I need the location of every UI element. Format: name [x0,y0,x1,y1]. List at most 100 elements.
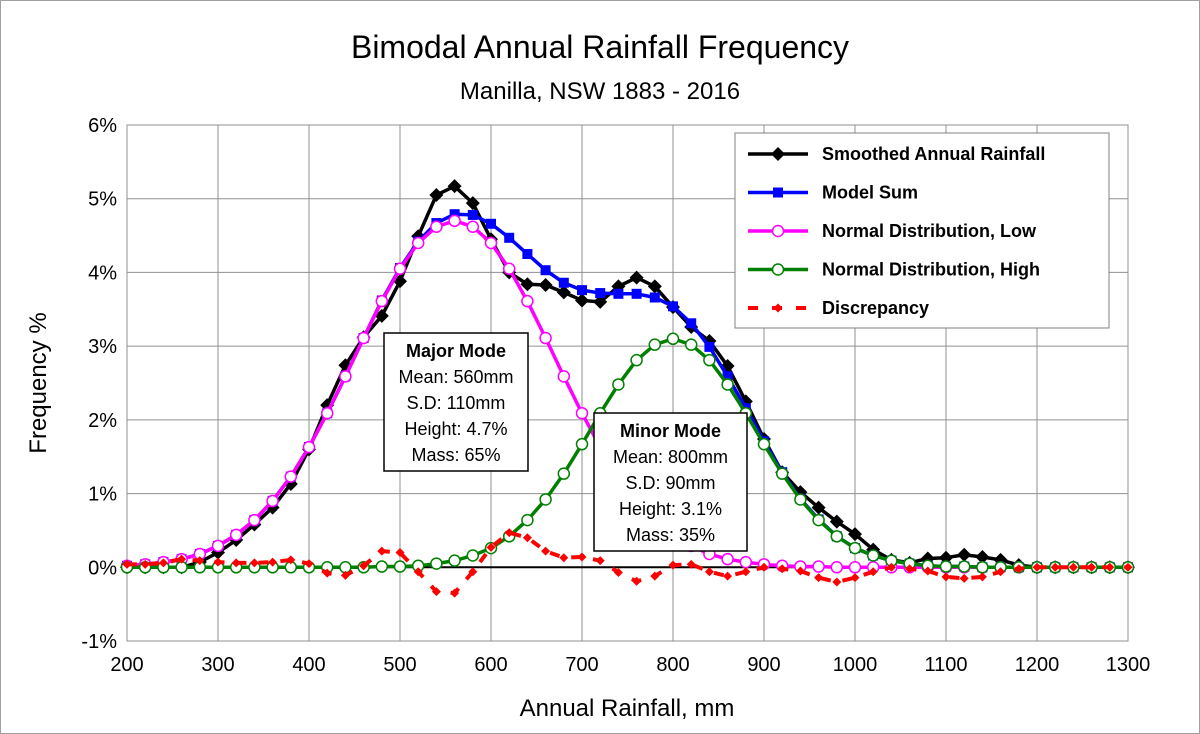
annotation-title: Major Mode [406,341,506,361]
data-point-square [558,277,569,288]
data-point-diamond [868,567,878,577]
data-point-diamond [848,527,862,542]
data-point-circle [794,493,807,506]
data-point-circle [521,513,534,527]
data-point-diamond [468,567,478,577]
annotation-box-major-mode: Major Mode Mean: 560mm S.D: 110mm Height: 4… [383,332,529,472]
data-point-circle [721,378,734,391]
x-tick-label: 900 [747,654,780,676]
data-point-diamond [741,567,751,577]
data-point-square [595,288,606,299]
annotation-line: Height: 4.7% [404,419,507,439]
annotations: Major Mode Mean: 560mm S.D: 110mm Height: 4… [383,332,748,552]
data-point-diamond [1050,562,1060,572]
data-point-diamond [268,557,278,567]
data-point-diamond [905,564,915,574]
x-tick-label: 800 [656,654,689,676]
data-point-diamond [1105,562,1115,572]
data-point-diamond [723,571,733,581]
annotation-line: Mass: 65% [411,445,500,465]
data-point-square [722,371,733,382]
y-tick-label: 3% [88,336,117,358]
data-point-circle [557,370,571,383]
data-point-diamond [575,293,589,308]
data-point-circle [466,549,480,562]
data-point-diamond [429,188,444,203]
data-point-diamond [977,572,987,582]
y-tick-label: 4% [88,262,117,284]
data-point-diamond [395,548,405,558]
data-point-diamond [886,562,896,572]
data-point-circle [575,437,589,451]
data-point-diamond [975,549,990,564]
data-point-diamond [832,577,842,587]
annotation-box-minor-mode: Minor Mode Mean: 800mm S.D: 90mm Height: 3.… [593,412,748,552]
data-point-diamond [1068,562,1078,572]
legend: Smoothed Annual Rainfall Model Sum Normal … [734,132,1110,329]
data-point-circle [448,214,461,228]
data-point-diamond [629,270,644,285]
data-point-diamond [613,567,623,577]
data-point-diamond [140,559,150,569]
data-point-diamond [541,546,551,556]
data-point-circle [866,549,880,562]
data-point-diamond [777,564,787,574]
data-point-square [773,187,783,198]
data-point-diamond [249,558,259,568]
data-point-square [668,301,678,312]
data-point-circle [666,332,680,346]
data-point-circle [539,493,552,506]
annotation-line: Height: 3.1% [619,499,722,519]
x-tick-label: 700 [565,654,598,676]
data-point-square [540,265,551,276]
data-point-diamond [632,576,642,586]
data-point-diamond [957,547,972,562]
legend-label: Discrepancy [822,298,929,318]
data-point-circle [830,530,844,543]
data-point-circle [684,338,698,351]
data-point-diamond [520,277,535,292]
series-group [120,179,1135,598]
data-point-diamond [340,570,350,580]
data-point-diamond [522,533,532,543]
data-point-diamond [759,562,769,572]
y-tick-label: 6% [88,115,117,137]
y-tick-label: -1% [81,631,117,653]
data-point-diamond [704,567,714,577]
data-point-circle [393,262,407,275]
x-tick-label: 600 [474,654,507,676]
data-point-diamond [941,572,951,582]
data-point-circle [484,236,498,250]
series-discrepancy [122,528,1133,598]
legend-item: Discrepancy [748,298,929,318]
data-point-diamond [465,196,480,211]
x-tick-label: 300 [201,654,234,676]
data-point-diamond [577,552,587,562]
annotation-line: Mean: 560mm [398,367,513,387]
data-point-diamond [158,558,168,568]
data-point-diamond [939,550,953,565]
data-point-diamond [814,573,824,583]
data-point-diamond [374,308,389,323]
data-point-circle [957,560,971,573]
data-point-diamond [286,555,296,565]
legend-label: Model Sum [822,183,918,203]
data-point-diamond [195,556,205,566]
data-point-circle [266,494,279,508]
legend-item: Normal Distribution, Low [748,221,1037,241]
legend-item: Smoothed Annual Rainfall [748,144,1045,164]
data-point-diamond [177,554,187,564]
y-tick-label: 1% [88,484,117,506]
legend-label: Normal Distribution, High [822,260,1040,280]
data-point-diamond [1014,564,1024,574]
annotation-line: S.D: 110mm [407,393,506,413]
data-point-circle [739,555,753,569]
data-point-circle [248,513,261,527]
data-point-diamond [413,567,423,577]
data-point-circle [648,338,662,351]
data-point-diamond [377,546,387,556]
data-point-diamond [538,277,553,292]
x-tick-label: 1100 [924,654,967,676]
data-point-square [504,232,515,243]
data-point-diamond [450,588,460,598]
